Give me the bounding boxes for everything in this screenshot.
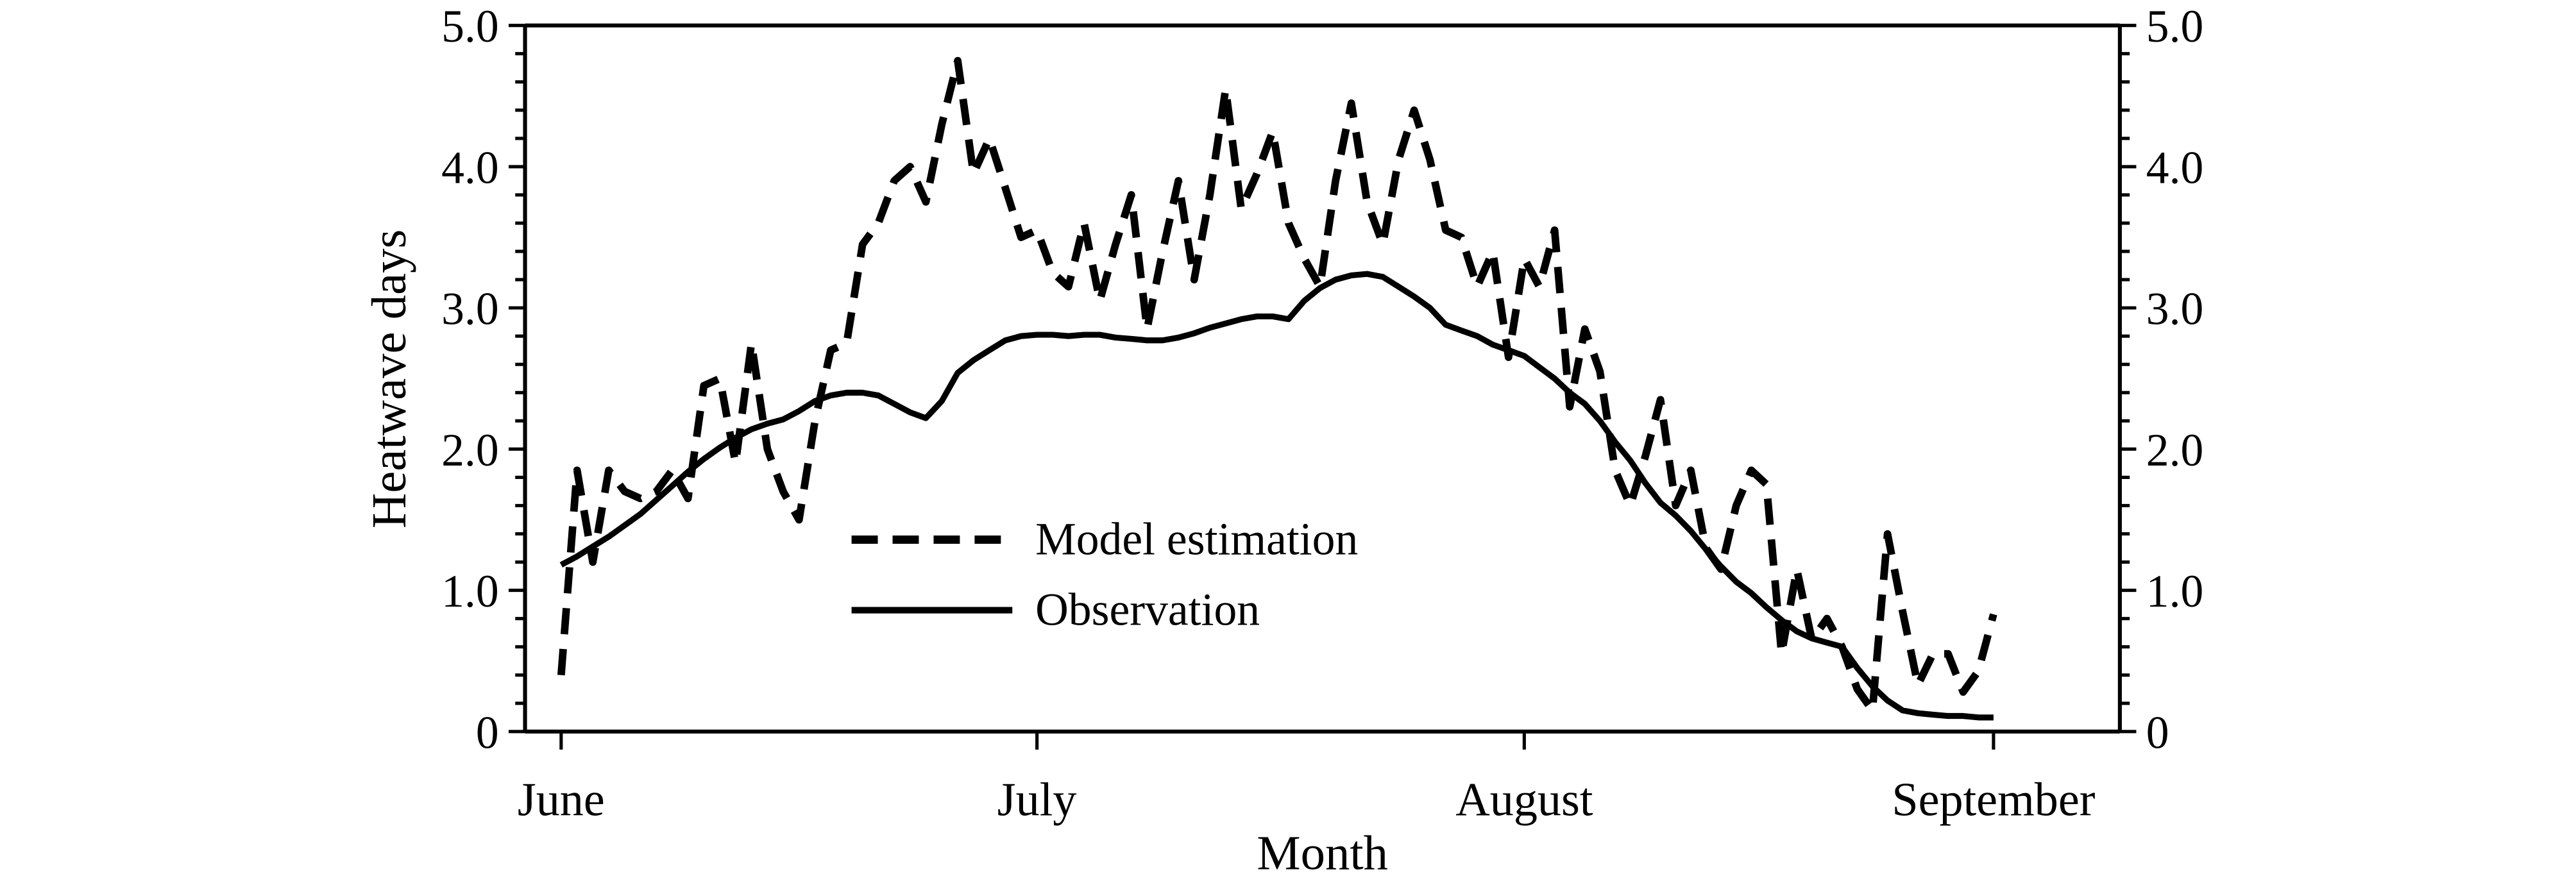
x-tick-label-august: August (1455, 773, 1593, 826)
x-axis-title: Month (1257, 826, 1388, 880)
y-axis-title: Heatwave days (362, 230, 416, 528)
x-tick-label-june: June (518, 773, 605, 826)
y-axis-labels-left: 0 1.0 2.0 3.0 4.0 5.0 (441, 1, 499, 758)
y-tick-label-right-3.0: 3.0 (2146, 284, 2204, 335)
y-tick-label-left-1.0: 1.0 (441, 566, 499, 617)
y-tick-label-right-1.0: 1.0 (2146, 566, 2204, 617)
plot-frame (523, 23, 2122, 734)
axis-ticks (508, 24, 2137, 750)
x-tick-label-july: July (997, 773, 1077, 826)
y-tick-label-right-4.0: 4.0 (2146, 142, 2204, 193)
y-tick-label-left-2.0: 2.0 (441, 425, 499, 476)
y-tick-label-left-0: 0 (476, 707, 499, 758)
y-tick-label-right-5.0: 5.0 (2146, 1, 2204, 52)
x-axis-month-labels: June July August September (518, 773, 2096, 826)
observation-line (559, 271, 1994, 721)
y-tick-label-left-4.0: 4.0 (441, 142, 499, 193)
legend: Model estimation Observation (851, 514, 1358, 635)
y-tick-label-right-0: 0 (2146, 707, 2169, 758)
y-tick-label-left-3.0: 3.0 (441, 284, 499, 335)
x-tick-label-september: September (1892, 773, 2095, 826)
legend-label-observation: Observation (1035, 585, 1260, 635)
legend-label-model-estimation: Model estimation (1035, 514, 1358, 565)
y-axis-labels-right: 0 1.0 2.0 3.0 4.0 5.0 (2146, 1, 2204, 758)
model-estimation-line (557, 56, 1997, 714)
y-tick-label-right-2.0: 2.0 (2146, 425, 2204, 476)
y-tick-label-left-5.0: 5.0 (441, 1, 499, 52)
